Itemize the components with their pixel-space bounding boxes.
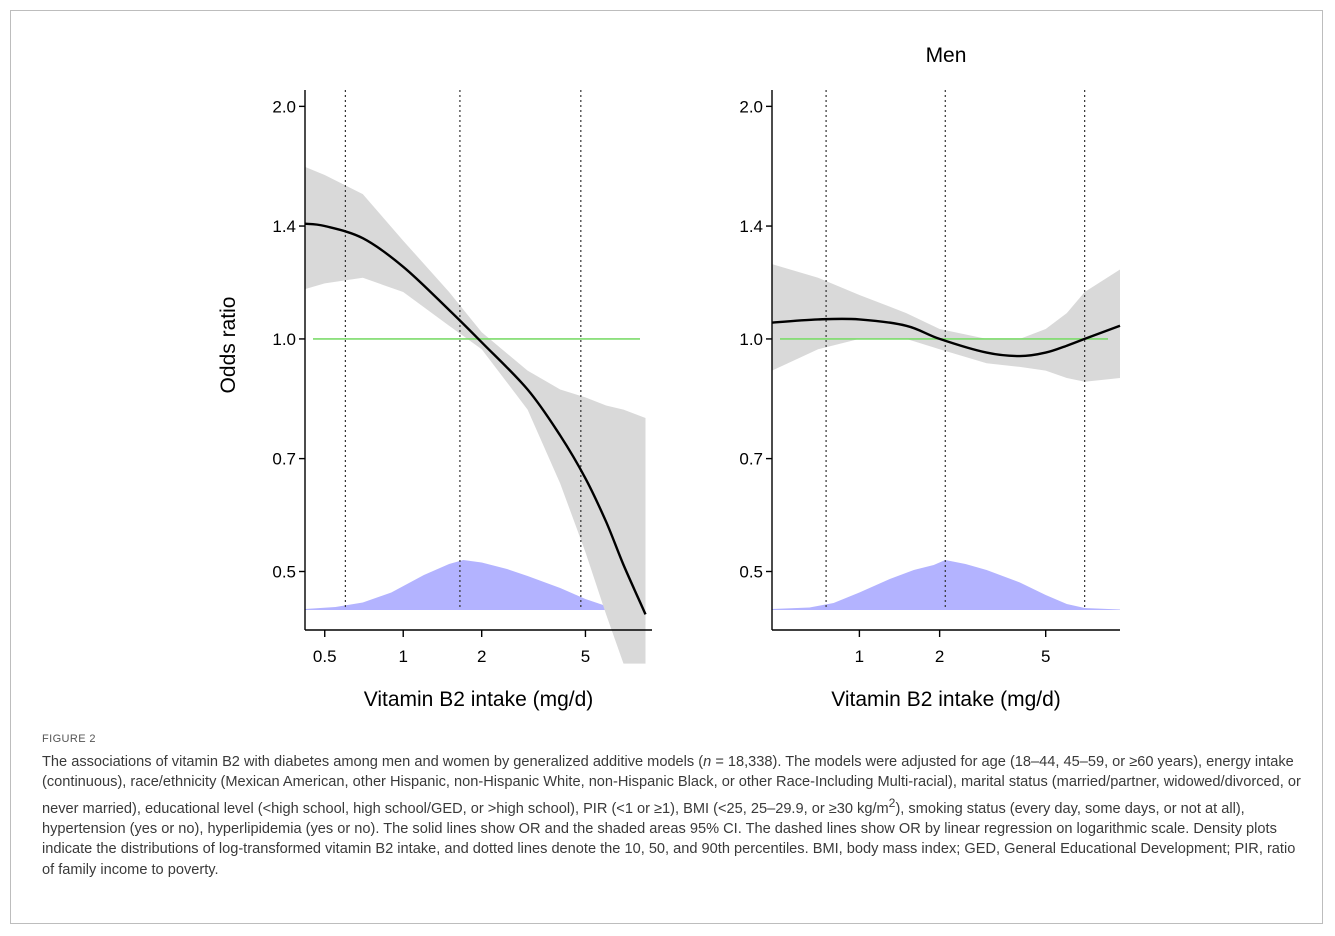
x-tick-label: 1: [398, 647, 407, 666]
x-tick-label: 5: [581, 647, 590, 666]
density-area: [772, 560, 1120, 610]
y-tick-label: 0.5: [272, 563, 296, 582]
y-tick-label: 0.7: [272, 450, 296, 469]
x-tick-label: 2: [935, 647, 944, 666]
figure-panels: 0.5 0.7 1.0 1.4 2.0 0.5 1 2 5 Vitamin B2 intake (…: [217, 44, 1121, 711]
x-tick-label: 2: [477, 647, 486, 666]
panel-2: Men 0.5 0.7 1.0 1.4 2.0 1 2 5 Vitamin B2 intake (…: [739, 44, 1121, 711]
y-tick-label: 1.4: [272, 217, 296, 236]
y-tick-label: 1.4: [739, 217, 763, 236]
ci-band: [305, 166, 646, 664]
ci-band: [772, 264, 1120, 382]
y-tick-label: 0.5: [739, 563, 763, 582]
figure-caption: The associations of vitamin B2 with diab…: [42, 752, 1304, 880]
odds-ratio-curve: [304, 222, 647, 615]
density-area: [305, 560, 646, 610]
y-axis-label: Odds ratio: [217, 297, 240, 394]
y-tick-label: 1.0: [272, 330, 296, 349]
figure-label: FIGURE 2: [42, 733, 96, 745]
caption-n-symbol: n: [703, 754, 712, 770]
figure-frame: [10, 10, 1323, 924]
panel-1: 0.5 0.7 1.0 1.4 2.0 0.5 1 2 5 Vitamin B2 intake (…: [217, 90, 652, 711]
y-tick-label: 2.0: [739, 97, 763, 116]
y-tick-label: 1.0: [739, 330, 763, 349]
x-tick-label: 5: [1041, 647, 1050, 666]
panel-title: Men: [926, 44, 967, 67]
x-tick-label: 1: [855, 647, 864, 666]
x-tick-label: 0.5: [313, 647, 337, 666]
caption-superscript: 2: [888, 795, 896, 810]
x-axis-label: Vitamin B2 intake (mg/d): [364, 688, 594, 711]
caption-part-1: The associations of vitamin B2 with diab…: [42, 754, 704, 770]
x-axis-label: Vitamin B2 intake (mg/d): [831, 688, 1061, 711]
caption-part-3: ), smoking status (every day, some days,…: [42, 800, 1296, 878]
y-tick-label: 2.0: [272, 97, 296, 116]
y-tick-label: 0.7: [739, 450, 763, 469]
odds-ratio-curve: [771, 317, 1121, 358]
caption-part-2: = 18,338). The models were adjusted for …: [42, 754, 1301, 817]
